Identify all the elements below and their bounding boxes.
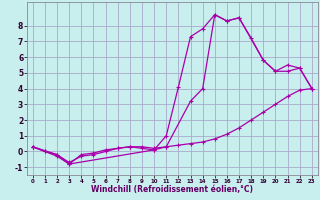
X-axis label: Windchill (Refroidissement éolien,°C): Windchill (Refroidissement éolien,°C) [91,185,253,194]
